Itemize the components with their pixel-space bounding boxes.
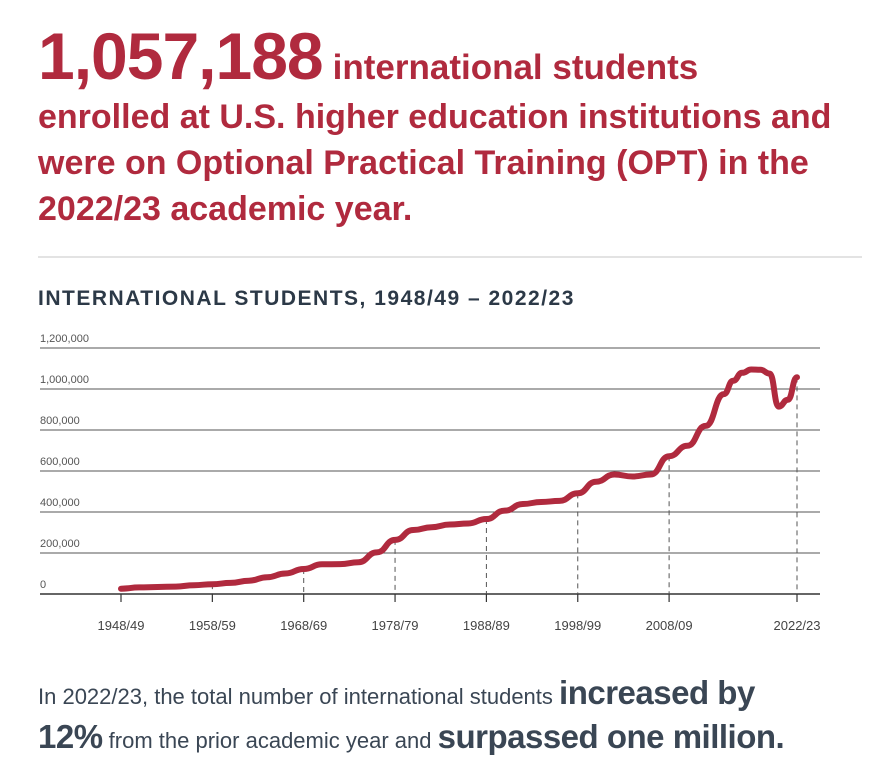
x-tick-label: 1968/69 [280, 618, 327, 633]
y-tick-label: 800,000 [40, 415, 80, 427]
footer-line-2: 12% from the prior academic year and sur… [38, 716, 838, 762]
y-tick-label: 0 [40, 579, 46, 591]
x-tick-label: 2008/09 [646, 618, 693, 633]
footer-emphasis-surpassed: surpassed one million. [437, 718, 785, 755]
x-tick-label: 1978/79 [372, 618, 419, 633]
footer-text-1: In 2022/23, the total number of internat… [38, 684, 560, 709]
footer-emphasis-percent: 12% [38, 718, 103, 755]
y-tick-label: 1,200,000 [40, 333, 89, 345]
headline: 1,057,188 international students enrolled… [38, 14, 868, 232]
x-tick-label: 2022/23 [774, 618, 821, 633]
line-chart: 0 200,000 400,000 600,000 800,000 1,000,000 1,… [40, 333, 821, 633]
y-tick-label: 200,000 [40, 538, 80, 550]
y-tick-label: 1,000,000 [40, 374, 89, 386]
x-tick-label: 1988/89 [463, 618, 510, 633]
y-tick-label: 400,000 [40, 497, 80, 509]
x-tick-label: 1958/59 [189, 618, 236, 633]
series-line [118, 366, 800, 592]
headline-lead: international students [332, 48, 699, 87]
footer-line-1: In 2022/23, the total number of internat… [38, 674, 838, 716]
y-tick-label: 600,000 [40, 456, 80, 468]
headline-number: 1,057,188 [38, 19, 324, 93]
chart-title: INTERNATIONAL STUDENTS, 1948/49 – 2022/2… [38, 287, 575, 310]
footer-emphasis-increased: increased by [559, 674, 755, 711]
footer-text-2: from the prior academic year and [102, 728, 438, 753]
x-tick-label: 1998/99 [554, 618, 601, 633]
divider [38, 256, 862, 258]
footer-text: In 2022/23, the total number of internat… [38, 674, 838, 762]
headline-rest: enrolled at U.S. higher education instit… [38, 98, 832, 228]
x-tick-label: 1948/49 [98, 618, 145, 633]
